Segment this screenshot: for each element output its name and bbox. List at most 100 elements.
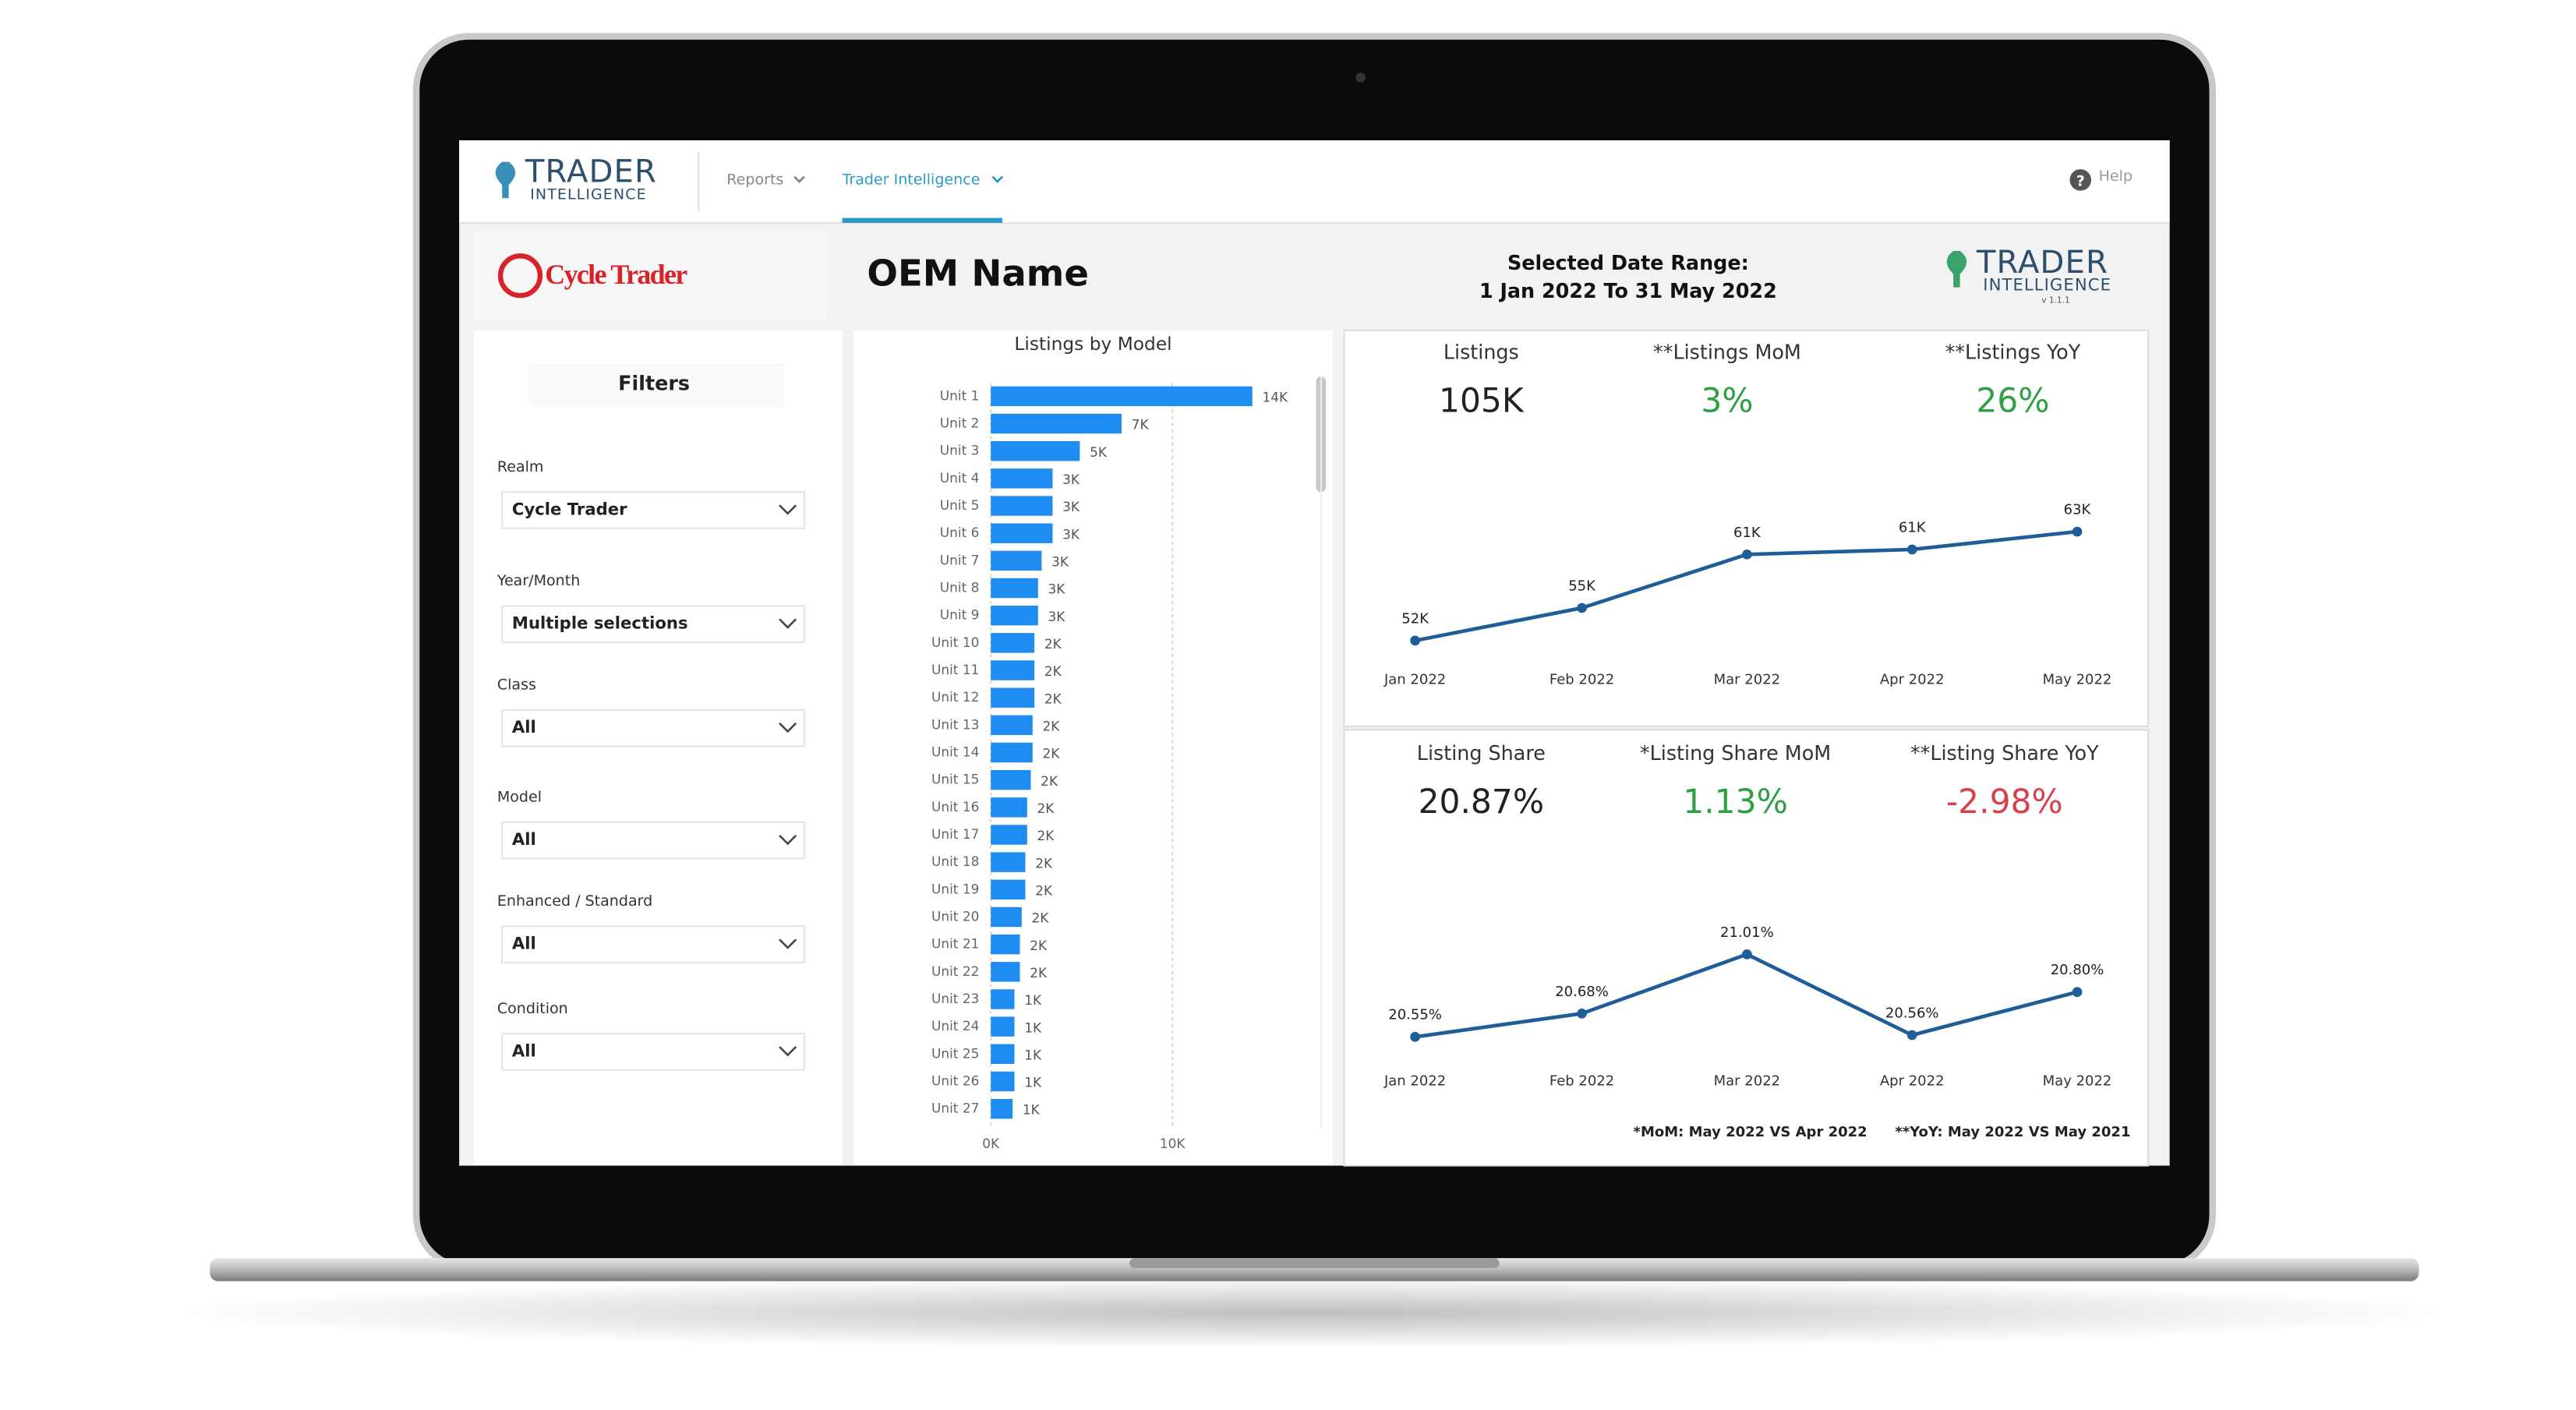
y-tick-label: Unit 24 [931,1018,979,1034]
point [1906,544,1917,555]
y-tick-label: Unit 14 [931,744,979,760]
dynamic-content: Realm Cycle Trader Year/Month Multiple sele… [496,334,2131,1151]
laptop-shadow [173,1276,2452,1349]
data-label: 55K [1568,578,1596,594]
data-label: 3K [1048,609,1066,624]
dropdown[interactable] [501,821,805,860]
dropdown[interactable] [501,709,805,747]
filter-label: Condition [497,1000,568,1017]
bar [991,852,1026,872]
kpi-label: **Listings YoY [1945,340,2081,363]
dropdown-value: Multiple selections [512,613,688,633]
kpi-value: -2.98% [1946,783,2063,821]
help-link[interactable]: Help [2099,168,2133,185]
x-tick-label: May 2022 [2043,672,2112,688]
data-label: 1K [1024,1020,1042,1035]
bar [991,769,1031,790]
dropdown[interactable] [501,605,805,644]
data-label: 2K [1044,691,1062,706]
bar [991,468,1053,489]
share-panel [1343,729,2150,1167]
bar [991,1016,1015,1037]
x-tick-label: Feb 2022 [1549,672,1614,688]
dropdown[interactable] [501,925,805,964]
point [2072,526,2083,537]
kpi-label: Listings [1443,340,1519,363]
y-tick-label: Unit 5 [940,497,980,513]
y-tick-label: Unit 9 [940,607,980,623]
dropdown[interactable] [501,1032,805,1071]
data-label: 2K [1044,636,1062,652]
point [1410,1031,1420,1042]
data-label: 2K [1032,910,1050,926]
x-tick-label: Apr 2022 [1880,1073,1945,1089]
y-tick-label: Unit 23 [931,991,979,1006]
bar [991,906,1022,928]
kpi-value: 26% [1976,381,2049,419]
data-label: 52K [1401,610,1429,627]
data-label: 1K [1023,1102,1041,1118]
kpi-value: 105K [1439,381,1525,419]
kpi-value: 20.87% [1419,783,1545,821]
data-label: 2K [1043,746,1061,762]
data-label: 2K [1030,965,1048,981]
nav-underline [842,217,1003,223]
data-label: 2K [1035,882,1053,898]
y-tick-label: Unit 16 [931,799,979,815]
y-tick-label: Unit 18 [931,853,979,869]
dropdown-value: Cycle Trader [512,500,627,519]
data-label: 2K [1037,800,1055,816]
dropdown[interactable] [501,491,805,529]
nav-chevron [991,175,1004,183]
kpi-value: 3% [1701,381,1753,419]
logo-subtext: INTELLIGENCE [530,186,646,203]
dropdown-chevron [779,504,797,515]
bar [991,742,1033,763]
footnote: **YoY: May 2022 VS May 2021 [1895,1124,2130,1140]
x-tick-label: May 2022 [2043,1073,2112,1089]
y-tick-label: Unit 15 [931,772,979,787]
data-label: 2K [1041,773,1058,789]
x-tick-label: 0K [982,1136,1000,1151]
logo-text: TRADER [525,154,657,189]
nav-item-active[interactable]: Trader Intelligence [842,171,981,188]
bar [991,605,1038,626]
y-tick-label: Unit 26 [931,1073,979,1088]
nav-chevron [793,175,805,183]
y-tick-label: Unit 2 [940,415,980,431]
bar [991,386,1253,407]
help-icon[interactable] [2069,169,2092,191]
y-tick-label: Unit 7 [940,552,980,567]
point [1577,1008,1587,1019]
kpi-label: **Listing Share YoY [1910,741,2099,765]
data-label: 20.68% [1555,984,1609,1000]
logo-text: TRADER [1976,245,2108,281]
bar [991,413,1122,434]
bar [991,989,1015,1009]
bar [991,1044,1015,1065]
point [1410,635,1420,646]
data-label: 61K [1733,525,1762,541]
y-tick-label: Unit 13 [931,716,979,732]
filter-label: Enhanced / Standard [497,892,652,910]
dropdown-chevron [779,938,797,949]
data-label: 7K [1132,417,1150,433]
version: v 1.1.1 [2041,296,2070,306]
filter-label: Class [497,677,536,694]
data-label: 5K [1090,444,1108,460]
chart-title: Listings by Model [1014,334,1171,355]
nav-item[interactable]: Reports [726,171,783,188]
dropdown-value: All [512,934,536,953]
point [2072,987,2083,998]
bar [991,550,1042,571]
data-label: 1K [1024,992,1042,1008]
bar [991,797,1027,818]
y-tick-label: Unit 20 [931,908,979,924]
bar [991,496,1053,516]
logo-subtext: INTELLIGENCE [1983,274,2111,294]
dropdown-value: All [512,829,536,849]
data-label: 3K [1051,553,1069,569]
y-tick-label: Unit 4 [940,470,980,486]
bar [991,1098,1013,1119]
